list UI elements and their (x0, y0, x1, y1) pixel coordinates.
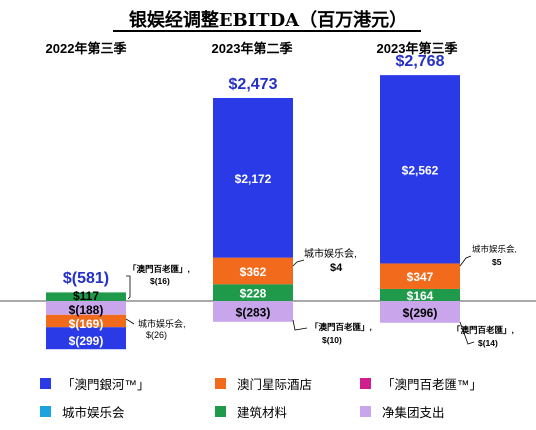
data-label-construction: $228 (240, 287, 267, 301)
data-label-construction: $117 (73, 289, 99, 303)
annotation-label: 「澳門百老匯」, (128, 264, 190, 274)
bar-segment-construction (213, 284, 293, 301)
annotation-label: $5 (492, 257, 502, 267)
annotation-label: $(14) (478, 338, 498, 348)
legend-label: 「澳門百老匯™」 (382, 377, 483, 392)
plot-area: $117$(188)$(169) $(299) $(581) 「澳門百老匯」, $(16… (0, 53, 536, 350)
column-title-2023q2: 2023年第二季 (211, 41, 293, 56)
title-underline (113, 30, 421, 32)
legend-item-broadway: 「澳門百老匯™」 (360, 374, 482, 392)
bar-segment-star-world (46, 314, 126, 328)
legend-swatch (215, 405, 226, 417)
legend-label: 「澳門銀河™」 (62, 377, 150, 392)
legend-swatch (40, 377, 51, 389)
bar-segment-galaxy-macau (380, 75, 460, 264)
bar-segment-galaxy-macau (46, 327, 126, 350)
annotation-label: 城市娱乐会, (304, 247, 357, 260)
data-label-galaxy-macau: $(299) (69, 334, 104, 348)
legend-swatch (360, 405, 371, 417)
annotation-label: 城市娱乐会, (472, 244, 517, 254)
bar-segment-net-corporate (213, 301, 293, 322)
annotation-leader (126, 275, 131, 300)
data-label-net-corporate: $(296) (403, 306, 438, 320)
data-label-net-corporate: $(283) (236, 305, 271, 319)
bar-segment-net-corporate (46, 301, 126, 315)
annotation-label: $4 (330, 262, 343, 274)
total-label: $2,768 (396, 53, 445, 70)
legend-swatch (40, 405, 51, 417)
legend: 「澳門銀河™」 澳门星际酒店 「澳門百老匯™」 城市娱乐会 建筑材料 净集团支出 (30, 374, 530, 426)
legend-label: 净集团支出 (382, 405, 445, 420)
legend-item-city-clubs: 城市娱乐会 (40, 402, 125, 420)
data-label-galaxy-macau: $2,562 (402, 163, 439, 177)
annotation-leader (459, 321, 475, 345)
legend-item-star-world: 澳门星际酒店 (215, 374, 312, 392)
total-label: $(581) (63, 270, 109, 287)
bar-segment-star-world (380, 263, 460, 289)
legend-label: 澳门星际酒店 (237, 377, 313, 392)
data-label-galaxy-macau: $2,172 (235, 172, 272, 186)
annotation-label: $(26) (146, 330, 167, 340)
annotation-leader (292, 319, 308, 331)
data-label-star-world: $347 (407, 270, 434, 284)
total-label: $2,473 (229, 76, 278, 93)
annotation-label: $(10) (322, 335, 342, 345)
legend-label: 建筑材料 (237, 405, 288, 420)
bar-segment-construction (46, 292, 126, 301)
annotation-label: $(16) (150, 276, 170, 286)
column-title-2023q3: 2023年第三季 (376, 41, 458, 56)
bar-segment-star-world (213, 257, 293, 285)
annotation-label: 城市娱乐会, (138, 318, 186, 329)
legend-label: 城市娱乐会 (62, 405, 125, 420)
annotation-leader (459, 255, 472, 267)
bar-segment-construction (380, 288, 460, 301)
data-label-net-corporate: $(188) (69, 303, 104, 317)
annotation-leader (292, 259, 305, 267)
legend-item-net-corporate: 净集团支出 (360, 402, 445, 420)
legend-swatch (215, 377, 226, 389)
annotation-label: 「澳門百老匯」, (452, 325, 514, 335)
data-label-star-world: $(169) (69, 317, 104, 331)
bar-segment-net-corporate (380, 301, 460, 323)
data-label-construction: $164 (407, 289, 434, 303)
data-label-star-world: $362 (240, 265, 267, 279)
chart-title: 银娱经调整EBITDA（百万港元） (128, 10, 408, 31)
column-title-2022q3: 2022年第三季 (45, 41, 127, 56)
legend-item-construction: 建筑材料 (215, 402, 287, 420)
legend-item-galaxy-macau: 「澳門銀河™」 (40, 374, 150, 392)
annotation-leader (125, 318, 135, 325)
annotation-label: 「澳門百老匯」, (310, 322, 372, 332)
bar-segment-galaxy-macau (213, 97, 293, 258)
legend-swatch (360, 377, 371, 389)
